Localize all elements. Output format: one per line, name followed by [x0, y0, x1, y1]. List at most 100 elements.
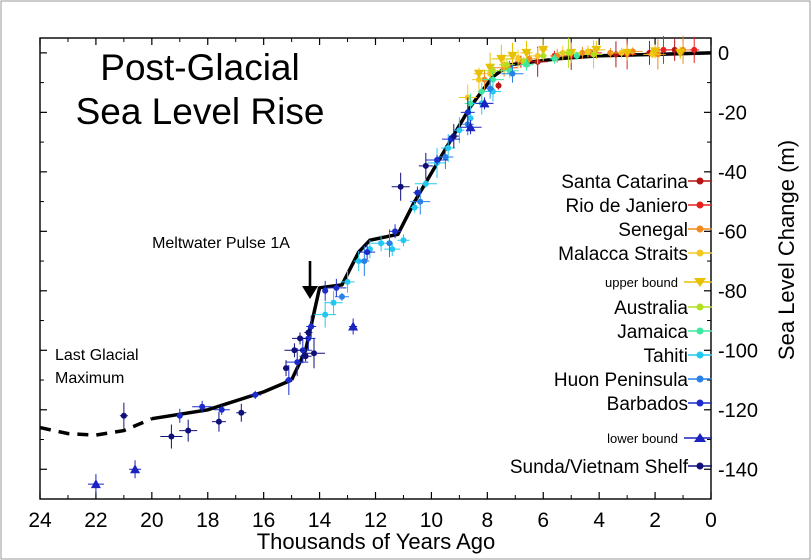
data-point [442, 153, 449, 160]
data-point [355, 258, 362, 265]
data-point [386, 240, 393, 247]
data-point [551, 55, 558, 62]
legend-item-lower-bound: lower bound [607, 431, 712, 446]
data-point [199, 403, 206, 410]
last-glacial-maximum-label-line-2: Maximum [55, 370, 124, 387]
series-11 [119, 124, 459, 449]
data-point [622, 48, 633, 58]
data-point [445, 145, 452, 152]
data-point [489, 76, 496, 83]
data-point [330, 299, 337, 306]
x-tick-label: 4 [593, 509, 605, 532]
legend-label-barbados: Barbados [607, 394, 688, 415]
data-point [503, 61, 510, 68]
chart-title-line-1: Post-Glacial [100, 47, 299, 88]
legend-item-barbados: Barbados [607, 394, 712, 415]
data-point [297, 335, 304, 342]
data-point [534, 52, 541, 59]
data-point [590, 51, 597, 58]
x-tick-label: 12 [364, 509, 387, 532]
data-point [450, 133, 457, 140]
data-point [422, 162, 429, 169]
legend-label-tahiti: Tahiti [644, 346, 688, 367]
last-glacial-maximum-label-line-1: Last Glacial [55, 347, 139, 364]
y-axis-label: Sea Level Change (m) [774, 140, 799, 360]
legend-item-jamaica: Jamaica [617, 322, 712, 343]
data-point [691, 46, 698, 53]
legend-item-tahiti: Tahiti [644, 346, 712, 367]
data-point [130, 464, 141, 474]
data-point [538, 45, 549, 55]
data-point [464, 109, 471, 116]
legend-item-huon-peninsula: Huon Peninsula [554, 370, 712, 391]
data-point [467, 115, 474, 122]
x-axis-label: Thousands of Years Ago [257, 529, 496, 554]
data-point [434, 156, 441, 163]
data-point [305, 329, 312, 336]
data-point [660, 46, 667, 53]
data-point [422, 180, 429, 187]
legend-item-rio-de-janiero: Rio de Janiero [565, 196, 712, 217]
x-tick-label: 8 [481, 509, 493, 532]
legend-label-australia: Australia [614, 298, 688, 319]
legend-label-jamaica: Jamaica [617, 322, 688, 343]
data-point [507, 51, 518, 61]
data-point [612, 51, 619, 58]
series-10 [87, 97, 494, 495]
data-point [523, 61, 530, 68]
data-point [215, 418, 222, 425]
data-point [456, 127, 463, 134]
legend-label-lower-bound: lower bound [607, 431, 678, 446]
data-point [252, 391, 259, 398]
legend-item-sunda-vietnam-shelf: Sunda/Vietnam Shelf [510, 457, 712, 478]
reference-curve-dashed [39, 417, 153, 437]
data-point [176, 412, 183, 419]
data-point [509, 70, 516, 77]
data-point [333, 284, 340, 291]
series-5 [482, 37, 603, 78]
y-tick-label: -20 [718, 102, 747, 124]
data-point [397, 183, 404, 190]
data-point [573, 52, 580, 59]
legend-label-sunda-vietnam-shelf: Sunda/Vietnam Shelf [510, 457, 689, 478]
data-point [218, 406, 225, 413]
data-point [322, 287, 329, 294]
legend-label-malacca-straits: Malacca Straits [558, 244, 688, 265]
legend-item-upper-bound: upper bound [605, 275, 712, 290]
data-point [283, 365, 290, 372]
data-point [90, 479, 101, 489]
data-point [305, 335, 312, 342]
data-point [579, 49, 586, 56]
y-tick-label: -120 [718, 400, 758, 422]
data-point [565, 49, 572, 56]
data-point [302, 353, 309, 360]
data-point [495, 82, 502, 89]
data-points [87, 35, 700, 495]
y-tick-label: 0 [718, 43, 729, 65]
data-point [294, 359, 301, 366]
legend-label-senegal: Senegal [618, 220, 688, 241]
x-tick-label: 24 [28, 509, 52, 532]
data-point [168, 433, 175, 440]
y-tick-label: -80 [718, 281, 747, 303]
data-point [489, 67, 496, 74]
legend-label-huon-peninsula: Huon Peninsula [554, 370, 689, 391]
data-point [344, 278, 351, 285]
data-point [521, 48, 532, 58]
meltwater-arrow [302, 261, 318, 299]
legend-item-australia: Australia [614, 298, 712, 319]
legend-label-santa-catarina: Santa Catarina [561, 172, 688, 193]
data-point [607, 49, 614, 56]
x-tick-label: 20 [140, 509, 163, 532]
legend-item-malacca-straits: Malacca Straits [558, 244, 712, 265]
x-tick-label: 6 [537, 509, 549, 532]
data-point [285, 377, 292, 384]
data-point [650, 47, 661, 57]
data-point [675, 48, 686, 58]
data-point [120, 412, 127, 419]
x-tick-label: 0 [705, 509, 717, 532]
data-point [465, 122, 476, 132]
y-tick-label: -100 [718, 340, 758, 362]
data-point [185, 427, 192, 434]
legend: Santa Catarina Rio de Janiero Senegal Ma… [510, 172, 712, 478]
